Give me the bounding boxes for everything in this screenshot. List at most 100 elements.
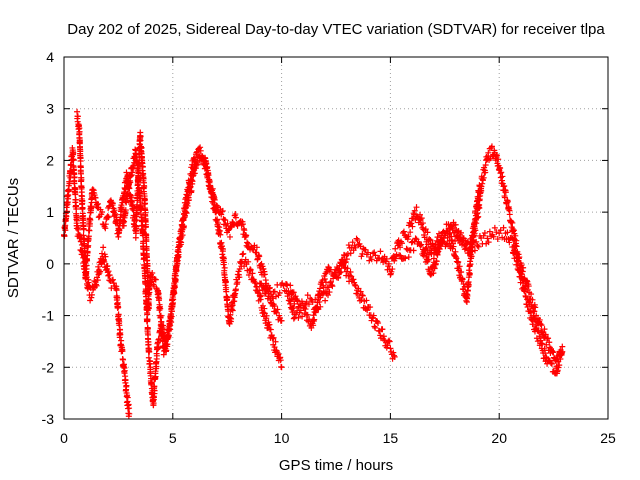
data-point <box>123 199 130 206</box>
data-point <box>271 344 278 351</box>
data-point <box>218 243 225 250</box>
data-point <box>472 212 479 219</box>
data-point <box>405 254 412 261</box>
data-point <box>75 224 82 231</box>
data-point <box>418 215 425 222</box>
data-point <box>350 276 357 283</box>
data-point <box>408 239 415 246</box>
data-point <box>247 266 254 273</box>
data-point <box>559 343 566 350</box>
data-point <box>71 174 78 181</box>
data-point <box>451 229 458 236</box>
data-point <box>106 272 113 279</box>
data-point <box>397 252 404 259</box>
data-point <box>358 296 365 303</box>
data-point <box>444 234 451 241</box>
data-point <box>181 223 188 230</box>
data-point <box>476 188 483 195</box>
data-point <box>240 250 247 257</box>
data-point <box>259 302 266 309</box>
y-axis-label: SDTVAR / TECUs <box>5 178 22 298</box>
data-point <box>66 187 73 194</box>
data-point <box>261 290 268 297</box>
data-point <box>388 268 395 275</box>
data-point <box>386 338 393 345</box>
data-point <box>424 229 431 236</box>
data-point <box>528 291 535 298</box>
data-point <box>556 362 563 369</box>
data-point <box>402 255 409 262</box>
data-point <box>459 276 466 283</box>
data-point <box>125 190 132 197</box>
data-point <box>228 315 235 322</box>
data-point <box>363 297 370 304</box>
data-point <box>476 183 483 190</box>
data-point <box>102 253 109 260</box>
data-point <box>272 338 279 345</box>
data-point <box>119 348 126 355</box>
data-point <box>175 253 182 260</box>
data-point <box>359 292 366 299</box>
data-point <box>139 232 146 239</box>
data-point <box>171 283 178 290</box>
data-point <box>137 133 144 140</box>
data-point <box>219 207 226 214</box>
series-8 <box>420 182 483 305</box>
data-point <box>243 232 250 239</box>
data-point <box>380 333 387 340</box>
data-point <box>498 169 505 176</box>
data-point <box>238 222 245 229</box>
data-point <box>270 334 277 341</box>
data-markers <box>61 108 566 420</box>
data-point <box>249 270 256 277</box>
data-point <box>229 307 236 314</box>
data-point <box>340 259 347 266</box>
data-point <box>168 313 175 320</box>
data-point <box>236 274 243 281</box>
data-point <box>532 304 539 311</box>
data-point <box>458 268 465 275</box>
data-point <box>419 220 426 227</box>
data-point <box>87 297 94 304</box>
data-point <box>465 281 472 288</box>
data-point <box>226 233 233 240</box>
data-point <box>135 176 142 183</box>
data-point <box>455 258 462 265</box>
data-point <box>481 229 488 236</box>
data-point <box>78 176 85 183</box>
data-point <box>215 220 222 227</box>
data-point <box>518 271 525 278</box>
data-point <box>224 220 231 227</box>
data-point <box>263 312 270 319</box>
data-point <box>328 282 335 289</box>
data-point <box>344 250 351 257</box>
data-point <box>377 332 384 339</box>
data-point <box>80 226 87 233</box>
data-point <box>94 277 101 284</box>
data-point <box>225 308 232 315</box>
data-point <box>79 205 86 212</box>
data-point <box>430 249 437 256</box>
data-point <box>260 265 267 272</box>
data-point <box>218 211 225 218</box>
data-point <box>426 236 433 243</box>
data-point <box>219 246 226 253</box>
data-point <box>102 221 109 228</box>
data-point <box>77 164 84 171</box>
data-point <box>449 237 456 244</box>
data-point <box>99 208 106 215</box>
data-point <box>550 349 557 356</box>
data-point <box>352 244 359 251</box>
data-point <box>512 232 519 239</box>
data-point <box>430 270 437 277</box>
data-point <box>126 410 133 417</box>
y-tick-label: 3 <box>46 101 54 117</box>
data-point <box>452 221 459 228</box>
data-point <box>95 263 102 270</box>
data-point <box>475 196 482 203</box>
data-point <box>329 283 336 290</box>
data-point <box>184 202 191 209</box>
data-point <box>241 227 248 234</box>
data-point <box>115 304 122 311</box>
data-point <box>409 223 416 230</box>
